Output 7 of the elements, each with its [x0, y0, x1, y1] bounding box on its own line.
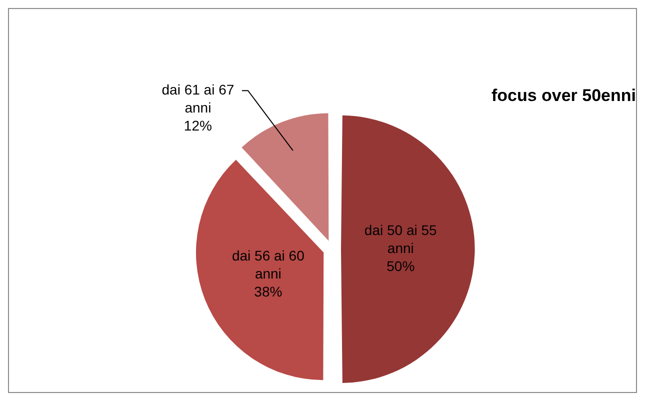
data-label: 38%: [254, 283, 282, 300]
slice-label: dai 61 ai 67 anni: [162, 81, 234, 116]
data-label: 12%: [184, 117, 212, 134]
data-label: 50%: [386, 258, 415, 274]
slice-label: dai 50 ai 55 anni: [364, 222, 438, 256]
slice-label: dai 56 ai 60 anni: [232, 247, 305, 282]
text: focus over 50enni: [491, 86, 636, 105]
